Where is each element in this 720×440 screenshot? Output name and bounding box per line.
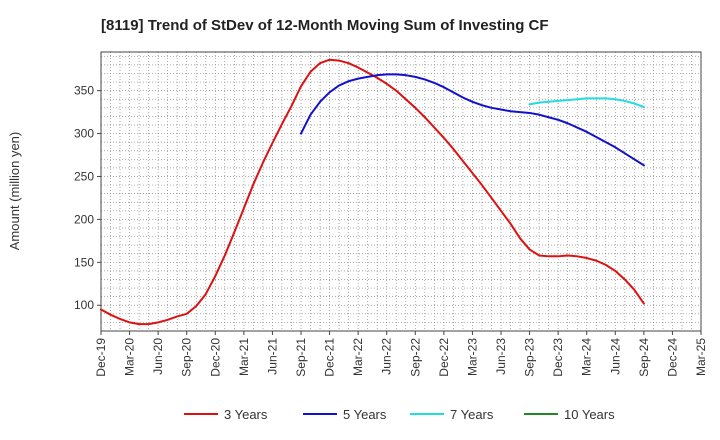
plot-border [100,51,702,332]
chart-title: [8119] Trend of StDev of 12-Month Moving… [101,17,549,34]
y-tick-label: 300 [74,127,94,141]
y-tick-label: 250 [74,169,94,183]
x-tick-label: Dec-19 [94,338,108,377]
y-axis-ticks: 100 150 200 250 300 350 [74,84,101,312]
x-tick-label: Jun-21 [265,338,279,375]
legend-label: 3 Years [224,407,268,422]
legend: 3 Years 5 Years 7 Years 10 Years [184,407,615,422]
y-tick-label: 100 [74,298,94,312]
x-tick-label: Sep-21 [294,338,308,377]
series-line-7-years [528,97,645,108]
y-axis-label: Amount (million yen) [7,132,22,251]
grid-horizontal [101,55,701,323]
y-tick-label: 350 [74,84,94,98]
legend-label: 7 Years [450,407,494,422]
legend-label: 5 Years [343,407,387,422]
x-tick-label: Sep-22 [408,338,422,377]
x-tick-label: Jun-24 [608,338,622,375]
y-tick-label: 200 [74,212,94,226]
x-tick-label: Sep-20 [180,338,194,377]
x-tick-label: Jun-20 [151,338,165,375]
x-tick-label: Dec-23 [551,338,565,377]
legend-label: 10 Years [564,407,615,422]
x-tick-label: Dec-20 [208,338,222,377]
x-tick-label: Mar-24 [580,338,594,376]
x-tick-label: Dec-24 [665,338,679,377]
x-tick-label: Mar-21 [237,338,251,376]
x-tick-label: Dec-22 [437,338,451,377]
y-tick-label: 150 [74,255,94,269]
x-tick-label: Sep-23 [523,338,537,377]
x-tick-label: Mar-22 [351,338,365,376]
x-tick-label: Jun-23 [494,338,508,375]
x-tick-label: Mar-23 [465,338,479,376]
x-tick-label: Sep-24 [637,338,651,377]
x-tick-label: Mar-25 [694,338,708,376]
x-tick-label: Dec-21 [323,338,337,377]
x-tick-label: Jun-22 [380,338,394,375]
x-tick-label: Mar-20 [123,338,137,376]
x-axis-ticks: Dec-19 Mar-20 Jun-20 Sep-20 Dec-20 Mar-21 Jun-… [94,331,708,377]
series-lines [100,58,645,326]
series-line-5-years [300,73,645,167]
